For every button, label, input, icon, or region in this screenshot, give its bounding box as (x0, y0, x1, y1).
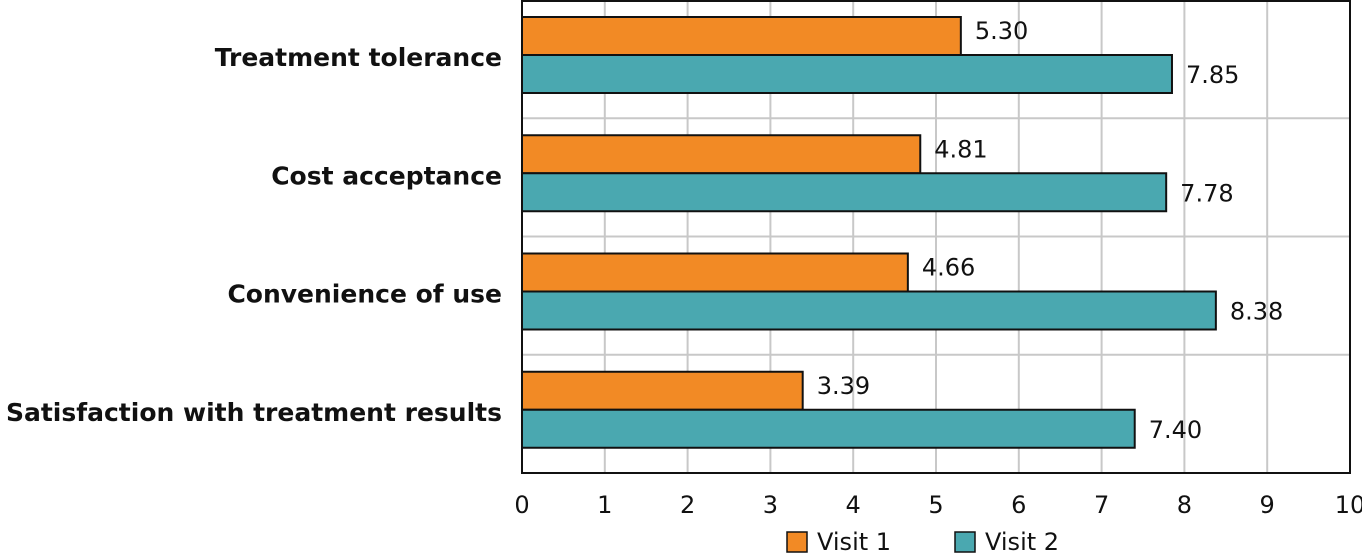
value-label: 3.39 (817, 372, 870, 400)
x-tick-label: 10 (1335, 491, 1362, 519)
value-label: 4.66 (922, 254, 975, 282)
y-tick-label: Cost acceptance (271, 161, 502, 190)
plot-frame (521, 0, 1351, 474)
value-label: 8.38 (1230, 298, 1283, 326)
value-label: 4.81 (934, 135, 987, 163)
bar (521, 370, 804, 411)
bar (521, 172, 1168, 213)
value-label: 7.85 (1186, 61, 1239, 89)
x-tick-label: 5 (928, 491, 943, 519)
y-tick-label: Satisfaction with treatment results (6, 398, 502, 427)
x-tick-label: 3 (763, 491, 778, 519)
x-tick-label: 7 (1094, 491, 1109, 519)
legend-label: Visit 2 (985, 528, 1059, 554)
x-tick-label: 4 (846, 491, 861, 519)
legend-label: Visit 1 (817, 528, 891, 554)
value-label: 5.30 (975, 17, 1028, 45)
bar (521, 252, 909, 293)
x-tick-label: 1 (597, 491, 612, 519)
value-label: 7.78 (1180, 179, 1233, 207)
bar (521, 134, 922, 175)
x-tick-label: 0 (514, 491, 529, 519)
legend-swatch (786, 531, 808, 553)
y-tick-label: Convenience of use (227, 280, 502, 309)
x-tick-label: 2 (680, 491, 695, 519)
x-tick-label: 9 (1260, 491, 1275, 519)
bar (521, 54, 1173, 94)
legend-swatch (954, 531, 976, 553)
x-tick-label: 8 (1177, 491, 1192, 519)
y-tick-label: Treatment tolerance (215, 43, 502, 72)
value-label: 7.40 (1149, 416, 1202, 444)
bar (521, 290, 1217, 331)
bar (521, 408, 1136, 449)
x-tick-label: 6 (1011, 491, 1026, 519)
bar (521, 16, 962, 56)
